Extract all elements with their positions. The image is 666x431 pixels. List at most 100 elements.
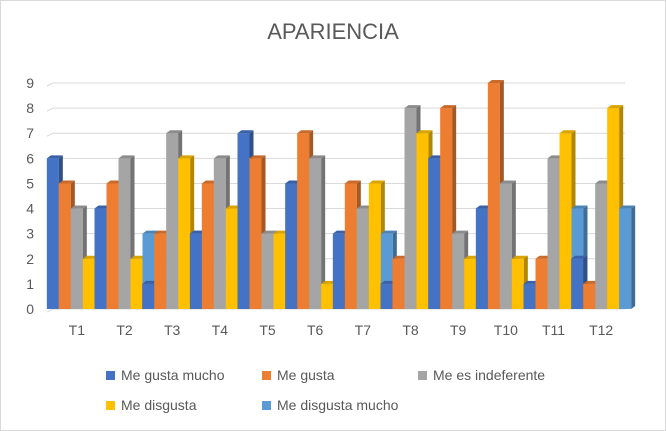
bar: [142, 283, 155, 309]
legend-swatch: [418, 370, 427, 380]
x-tick-label: T10: [494, 322, 518, 338]
legend-label: Me disgusta: [121, 397, 197, 413]
bar: [392, 258, 405, 309]
bar: [487, 83, 500, 309]
bar: [571, 258, 584, 309]
x-tick-label: T8: [402, 322, 419, 338]
bar: [523, 283, 536, 309]
x-tick-label: T11: [542, 322, 565, 338]
bar: [356, 208, 369, 309]
bar-top: [178, 155, 195, 159]
bar-top: [166, 130, 183, 134]
legend-swatch: [106, 370, 115, 380]
bar: [273, 233, 286, 309]
legend-label: Me gusta: [277, 367, 335, 383]
bar-side: [631, 205, 636, 309]
bar: [213, 158, 226, 309]
bar: [321, 283, 334, 309]
x-tick-label: T4: [212, 322, 229, 338]
bar: [70, 208, 83, 309]
bar-top: [58, 180, 75, 184]
bar: [201, 183, 214, 309]
bar-top: [571, 205, 588, 209]
y-tick-label: 2: [26, 251, 34, 267]
bar-top: [452, 230, 469, 234]
bar: [416, 133, 429, 309]
bar: [118, 158, 131, 309]
bar-top: [46, 155, 63, 159]
x-tick-label: T1: [69, 322, 86, 338]
bar: [130, 258, 143, 309]
legend-label: Me gusta mucho: [121, 367, 225, 383]
legend-label: Me es indeferente: [433, 367, 546, 383]
bar: [58, 183, 71, 309]
bar: [178, 158, 191, 309]
legend-label: Me disgusta mucho: [277, 397, 399, 413]
bar: [154, 233, 167, 309]
bar-top: [261, 230, 278, 234]
x-tick-label: T12: [589, 322, 613, 338]
chart-title: APARIENCIA: [267, 19, 399, 44]
y-tick-label: 1: [26, 276, 34, 292]
bar: [464, 258, 477, 309]
bar-top: [213, 155, 230, 159]
bar: [428, 158, 441, 309]
bar: [249, 158, 262, 309]
legend-item: Me disgusta mucho: [262, 397, 398, 413]
bar-top: [249, 155, 266, 159]
bar-top: [297, 130, 314, 134]
bar-top: [404, 105, 421, 109]
x-tick-label: T3: [164, 322, 181, 338]
bar: [380, 283, 393, 309]
bar: [166, 133, 179, 309]
bar-top: [607, 105, 624, 109]
y-tick-label: 0: [26, 301, 34, 317]
bar: [225, 208, 238, 309]
bar-top: [499, 180, 516, 184]
bar: [261, 233, 274, 309]
bar-top: [237, 130, 254, 134]
bar: [452, 233, 465, 309]
y-tick-label: 4: [26, 201, 34, 217]
y-tick-label: 7: [26, 125, 34, 141]
bar-top: [142, 230, 159, 234]
bar-top: [511, 255, 528, 259]
bar: [285, 183, 298, 309]
y-tick-label: 6: [26, 150, 34, 166]
legend-item: Me gusta mucho: [106, 367, 225, 383]
x-tick-label: T7: [355, 322, 372, 338]
legend-swatch: [262, 400, 271, 410]
bar: [404, 108, 417, 309]
y-tick-label: 5: [26, 175, 34, 191]
bar: [94, 208, 107, 309]
bar-top: [70, 205, 87, 209]
bar: [440, 108, 453, 309]
bar: [475, 208, 488, 309]
x-tick-label: T9: [450, 322, 467, 338]
y-tick-label: 9: [26, 75, 34, 91]
bar-top: [619, 205, 636, 209]
bar: [82, 258, 95, 309]
gridline-depth: [46, 107, 54, 112]
bar: [547, 158, 560, 309]
bar: [368, 183, 381, 309]
x-tick-label: T2: [116, 322, 133, 338]
bar: [297, 133, 310, 309]
x-tick-label: T6: [307, 322, 324, 338]
bar: [511, 258, 524, 309]
bar-top: [559, 130, 576, 134]
bar: [46, 158, 59, 309]
bar: [619, 208, 632, 309]
bar-top: [440, 105, 457, 109]
bar: [583, 283, 596, 309]
bar-top: [571, 255, 588, 259]
bar-top: [309, 155, 326, 159]
bar-top: [118, 155, 135, 159]
bar: [106, 183, 119, 309]
bar: [499, 183, 512, 309]
gridline-depth: [46, 308, 54, 313]
bar: [309, 158, 322, 309]
y-tick-label: 3: [26, 226, 34, 242]
